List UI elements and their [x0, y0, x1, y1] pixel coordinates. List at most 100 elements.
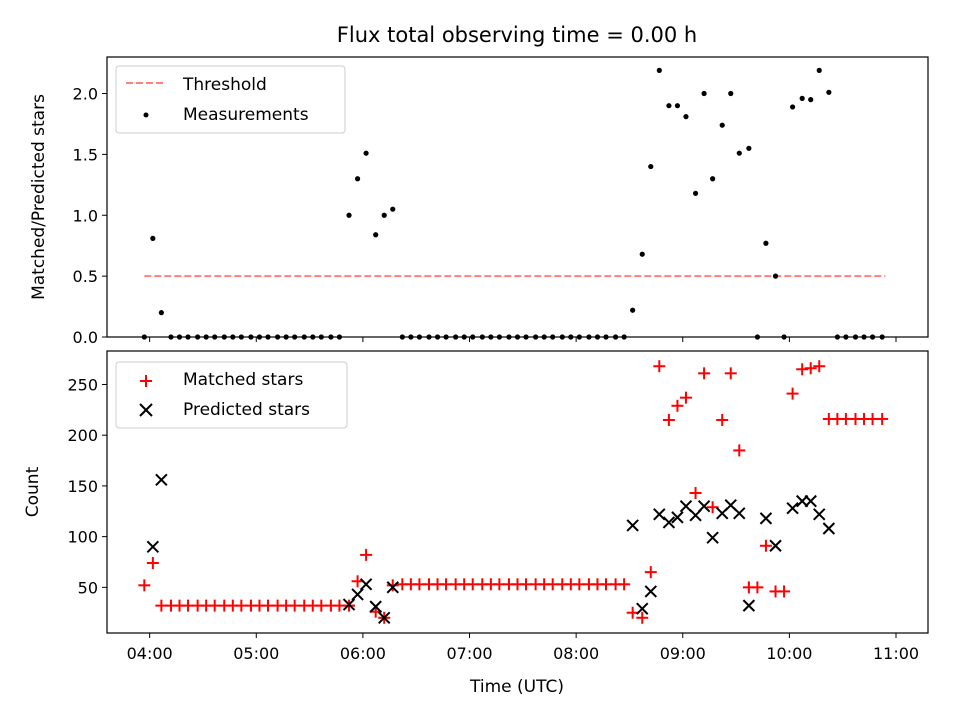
data-point: [390, 206, 396, 212]
data-point: [648, 163, 654, 170]
data-point: [351, 575, 364, 588]
x-stroke-b: [679, 499, 693, 513]
data-point: [138, 579, 151, 592]
x-stroke-b: [342, 598, 356, 611]
x-stroke-b: [386, 581, 399, 594]
data-point: [146, 540, 160, 553]
data-point: [636, 611, 649, 624]
x-tick-label: 06:00: [340, 644, 386, 663]
x-stroke-b: [155, 473, 168, 487]
x-stroke-b: [636, 602, 649, 615]
data-point: [719, 122, 725, 128]
x-stroke-b: [146, 540, 160, 553]
y-tick-label: 100: [67, 528, 98, 547]
data-point: [351, 588, 364, 601]
data-point: [751, 581, 764, 594]
data-point: [363, 150, 369, 156]
data-point: [671, 511, 684, 524]
x-stroke-b: [786, 502, 799, 515]
data-point: [150, 235, 156, 241]
count-legend-box: [115, 361, 348, 429]
count-xlabel: Time (UTC): [469, 677, 564, 697]
x-stroke-b: [697, 499, 711, 513]
data-point: [346, 212, 352, 218]
matched-legend-label: Matched stars: [183, 370, 303, 390]
y-tick-label: 50: [78, 578, 98, 597]
data-point: [808, 97, 814, 103]
x-tick-label: 07:00: [446, 644, 492, 663]
data-point: [826, 89, 832, 95]
data-point: [653, 508, 666, 521]
x-stroke-b: [813, 508, 826, 521]
data-point: [683, 114, 689, 120]
x-stroke-b: [369, 600, 382, 613]
x-stroke-b: [804, 494, 817, 508]
x-stroke-b: [733, 507, 746, 520]
data-point: [697, 499, 711, 513]
data-point: [636, 602, 649, 615]
data-point: [644, 566, 657, 579]
data-point: [158, 310, 164, 316]
data-point: [706, 531, 719, 544]
data-point: [360, 548, 373, 561]
data-point: [626, 606, 639, 619]
predicted-legend-marker: [139, 403, 153, 417]
data-point: [386, 579, 399, 592]
data-point: [822, 522, 836, 535]
axes-frame: [106, 350, 929, 634]
measurements-legend-marker: [143, 112, 149, 118]
data-point: [724, 367, 737, 380]
data-point: [369, 600, 382, 613]
series-matched-stars: [138, 360, 889, 624]
data-point: [710, 176, 716, 182]
x-stroke-b: [759, 512, 773, 525]
ratio-legend-box: [115, 65, 346, 134]
y-tick-label: 2.0: [73, 85, 98, 104]
y-tick-label: 250: [67, 375, 98, 394]
y-tick-label: 0.0: [73, 328, 98, 347]
data-point: [644, 585, 657, 598]
x-stroke-b: [644, 585, 657, 598]
data-point: [759, 539, 772, 552]
x-tick-label: 04:00: [127, 644, 173, 663]
data-point: [146, 557, 159, 570]
data-point: [733, 507, 746, 520]
data-point: [813, 508, 826, 521]
x-stroke-b: [378, 611, 391, 624]
x-tick-label: 05:00: [233, 644, 279, 663]
data-point: [816, 67, 822, 73]
data-point: [354, 176, 361, 182]
data-point: [679, 499, 693, 513]
data-point: [736, 150, 742, 156]
data-point: [813, 360, 826, 373]
data-point: [656, 67, 662, 73]
x-stroke-b: [769, 539, 782, 552]
data-point: [701, 90, 707, 97]
y-tick-label: 1.0: [73, 206, 98, 225]
data-point: [386, 581, 399, 594]
data-point: [653, 360, 666, 373]
x-tick-label: 09:00: [660, 644, 706, 663]
data-point: [733, 444, 746, 457]
x-stroke-b: [359, 578, 373, 591]
data-point: [769, 539, 782, 552]
count-legend: Matched stars Predicted stars: [115, 361, 348, 429]
y-tick-label: 200: [67, 426, 98, 445]
y-tick-label: 150: [67, 477, 98, 496]
data-point: [674, 103, 681, 109]
threshold-legend-label: Threshold: [182, 75, 267, 95]
x-stroke-b: [822, 522, 836, 535]
data-point: [639, 251, 645, 257]
data-point: [799, 95, 805, 101]
x-tick-label: 10:00: [766, 644, 812, 663]
data-point: [671, 399, 684, 412]
axes-frame: [106, 56, 929, 338]
count-panel: 50 100 150 200 250 04:00 05:00 06:00 07:00 08:00 0…: [67, 350, 929, 663]
x-stroke-b: [742, 599, 756, 612]
ratio-panel: 0.0 0.5 1.0 1.5 2.0: [73, 56, 929, 347]
data-point: [692, 190, 699, 196]
x-stroke-b: [706, 531, 719, 544]
data-point: [789, 104, 796, 110]
data-point: [716, 413, 729, 426]
